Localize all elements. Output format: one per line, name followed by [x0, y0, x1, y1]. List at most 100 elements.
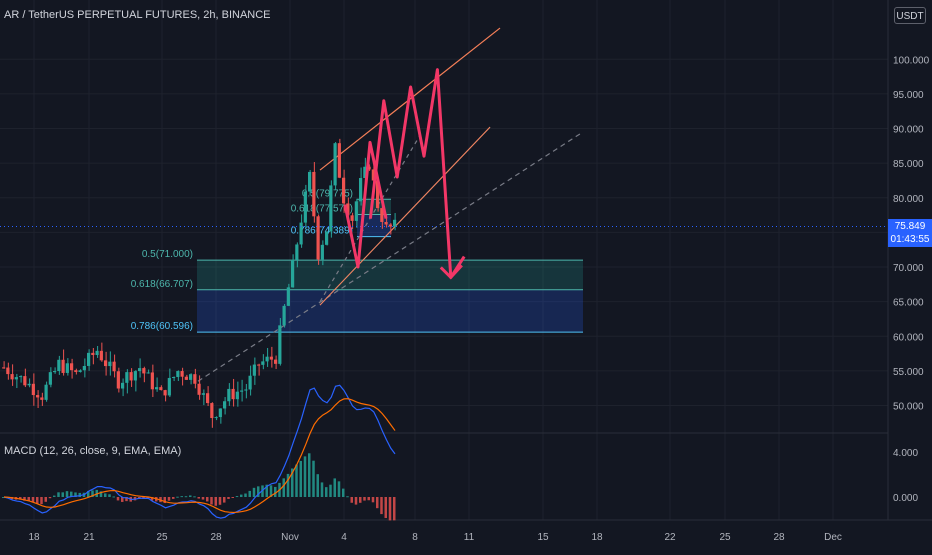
macd-histogram-bar — [36, 497, 39, 504]
candle — [108, 361, 112, 367]
candle — [116, 371, 120, 389]
candle — [82, 365, 86, 371]
macd-histogram-bar — [180, 496, 183, 498]
time-axis-label: 28 — [773, 532, 785, 543]
macd-histogram-bar — [286, 473, 290, 497]
price-axis-label: 55.000 — [893, 367, 924, 378]
macd-histogram-bar — [193, 496, 196, 498]
countdown-timer: 01:43:55 — [890, 234, 930, 245]
candle — [223, 401, 227, 409]
candle — [159, 387, 163, 391]
candle — [10, 374, 14, 380]
macd-histogram-bar — [146, 497, 149, 499]
candle — [261, 361, 265, 365]
price-axis-label: 60.000 — [893, 332, 924, 343]
macd-histogram-bar — [223, 497, 226, 503]
fib-level-label: 0.5(71.000) — [142, 249, 193, 260]
candle — [337, 143, 341, 178]
macd-histogram-bar — [40, 497, 43, 505]
candle — [248, 375, 252, 390]
macd-histogram-bar — [70, 491, 73, 497]
candle — [197, 383, 201, 395]
candle — [193, 374, 197, 384]
candle — [257, 364, 261, 366]
macd-histogram-bar — [61, 492, 64, 497]
macd-histogram-bar — [176, 496, 179, 498]
candle — [6, 367, 10, 375]
macd-histogram-bar — [244, 493, 247, 497]
macd-histogram-bar — [104, 493, 107, 497]
time-axis-label: 4 — [341, 532, 347, 543]
candle — [393, 219, 397, 227]
candle — [87, 352, 91, 366]
macd-histogram-bar — [367, 497, 370, 501]
candle — [265, 356, 269, 362]
candle — [95, 350, 99, 356]
candle — [14, 377, 18, 380]
macd-histogram-bar — [257, 486, 260, 497]
macd-histogram-bar — [265, 484, 268, 497]
currency-button[interactable]: USDT — [894, 7, 926, 24]
macd-histogram-bar — [295, 464, 298, 497]
macd-histogram-bar — [346, 496, 349, 498]
macd-histogram-bar — [53, 495, 56, 497]
candle — [167, 377, 171, 396]
candle — [240, 390, 244, 392]
macd-histogram-bar — [342, 488, 345, 497]
macd-histogram-bar — [206, 497, 209, 502]
channel-lower-line — [319, 126, 491, 306]
macd-histogram-bar — [116, 497, 120, 501]
macd-histogram-bar — [299, 460, 302, 497]
candle — [201, 393, 205, 395]
macd-histogram-bar — [248, 490, 251, 497]
candle — [320, 244, 324, 260]
price-axis-label: 85.000 — [893, 159, 924, 170]
candle — [227, 388, 231, 402]
candle — [278, 325, 282, 364]
candle — [184, 376, 188, 380]
candle — [299, 222, 303, 245]
candle — [57, 359, 61, 372]
candle — [78, 370, 82, 373]
candle — [210, 403, 214, 419]
macd-histogram-bar — [125, 497, 128, 502]
macd-histogram-bar — [303, 456, 307, 497]
candle — [53, 371, 57, 373]
macd-histogram-bar — [167, 497, 171, 501]
candle — [150, 372, 154, 390]
last-price-value: 75.849 — [894, 221, 926, 232]
macd-histogram-bar — [231, 497, 234, 498]
signal-line — [3, 398, 396, 514]
macd-histogram-bar — [325, 487, 328, 497]
time-axis-label: Nov — [281, 532, 299, 543]
candle — [65, 363, 69, 373]
macd-histogram-bar — [359, 497, 362, 503]
candle — [36, 395, 40, 398]
price-axis-label: 50.000 — [893, 402, 924, 413]
candle — [189, 374, 193, 380]
time-axis-label: 25 — [156, 532, 168, 543]
macd-histogram-bar — [108, 494, 111, 497]
macd-histogram-bar — [312, 460, 315, 497]
macd-histogram-bar — [333, 478, 336, 497]
macd-histogram-bar — [291, 468, 294, 497]
candle — [125, 372, 129, 383]
candle — [74, 370, 78, 373]
fib-zone-upper — [197, 260, 583, 290]
time-axis-label: 22 — [664, 532, 676, 543]
candle — [133, 371, 137, 381]
candle — [121, 382, 125, 389]
macd-histogram-bar — [227, 497, 230, 499]
macd-histogram-bar — [235, 496, 239, 498]
last-price-tag: 75.849 01:43:55 — [888, 219, 932, 247]
candle — [371, 169, 375, 181]
candle — [91, 352, 95, 356]
candle — [346, 203, 350, 216]
candle — [163, 390, 167, 396]
candle — [286, 287, 290, 306]
time-axis-label: 18 — [28, 532, 40, 543]
macd-histogram-bar — [214, 497, 217, 506]
macd-histogram-bar — [197, 497, 200, 499]
